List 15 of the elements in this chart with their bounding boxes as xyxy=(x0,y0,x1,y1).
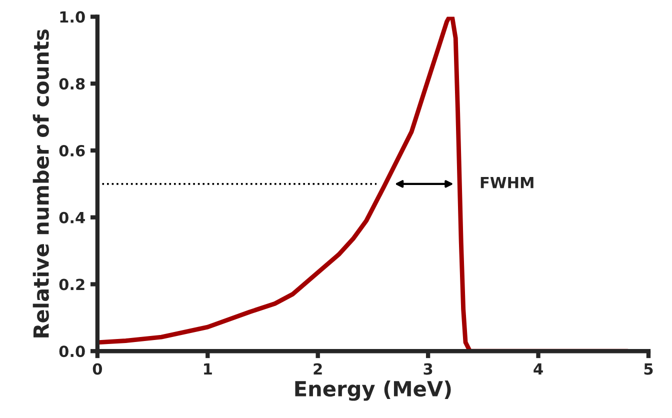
x-tick-label: 1 xyxy=(204,363,212,375)
annotation: FWHM xyxy=(480,176,534,188)
y-tick-label: 1.0 xyxy=(60,11,85,23)
y-tick-label: 0.0 xyxy=(59,346,85,358)
x-tick-label: 2 xyxy=(314,363,322,375)
x-tick-label: 4 xyxy=(534,363,543,375)
y-tick-label: 0.8 xyxy=(59,78,85,90)
x-tick-label: 3 xyxy=(424,363,432,375)
y-tick-label: 0.4 xyxy=(59,212,85,224)
x-tick-label: 5 xyxy=(644,363,653,375)
y-tick-label: 0.2 xyxy=(59,278,84,290)
x-axis-title: Energy (MeV) xyxy=(295,380,451,401)
x-tick-label: 0 xyxy=(92,363,102,375)
y-axis-title: Relative number of counts xyxy=(32,30,49,338)
y-tick-label: 0.6 xyxy=(59,144,85,156)
